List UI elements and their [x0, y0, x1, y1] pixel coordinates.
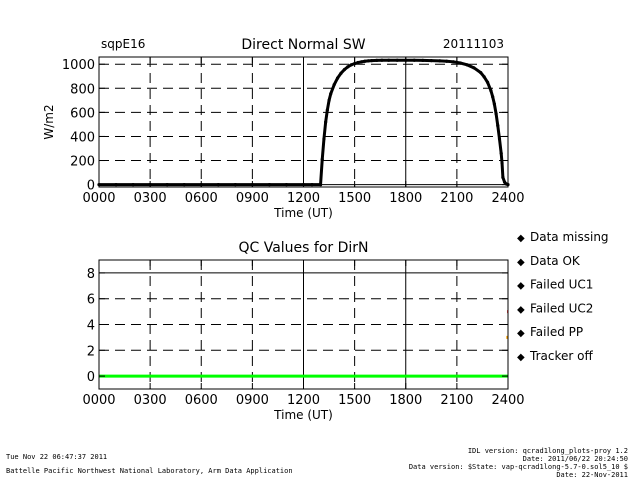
x-tick-label: 0000 [82, 393, 115, 408]
x-tick-label: 0600 [185, 191, 218, 206]
date-label: 20111103 [443, 37, 504, 51]
chart-title: QC Values for DirN [238, 240, 368, 256]
site-label: sqpE16 [101, 37, 145, 51]
y-tick-label: 600 [70, 106, 95, 121]
direct-normal-plot: 0000 0300 0600 0900 1200 1500 1800 2100 2400 0 200… [42, 37, 525, 220]
footer-idl-date: Date: 2011/06/22 20:24:50 [522, 455, 628, 463]
y-tick-label: 200 [70, 155, 95, 170]
series-line-direct-normal [99, 58, 509, 187]
y-tick-label: 4 [87, 319, 95, 334]
footer-org: Battelle Pacific Northwest National Labo… [6, 467, 293, 475]
x-tick-label: 2400 [491, 393, 524, 408]
legend-marker: ◆ [517, 328, 525, 339]
legend-label: Failed UC1 [530, 278, 593, 292]
x-tick-label: 2100 [440, 393, 473, 408]
x-tick-label: 1500 [338, 191, 371, 206]
y-tick-label: 800 [70, 82, 95, 97]
x-tick-label: 1800 [389, 393, 422, 408]
footer-data-date: Date: 22-Nov-2011 [556, 471, 628, 479]
legend-marker: ◆ [517, 257, 525, 268]
y-tick-label: 2 [87, 344, 95, 359]
y-tick-label: 0 [87, 370, 95, 385]
y-tick-label: 400 [70, 130, 95, 145]
x-tick-label: 1500 [338, 393, 371, 408]
y-axis-label: W/m2 [42, 104, 56, 139]
x-tick-label: 2400 [491, 191, 524, 206]
x-tick-label: 0900 [236, 191, 269, 206]
x-tick-label: 0300 [134, 393, 167, 408]
legend-label: Failed UC2 [530, 301, 593, 315]
x-tick-label: 0600 [185, 393, 218, 408]
x-tick-label: 0300 [134, 191, 167, 206]
x-tick-label: 0000 [82, 191, 115, 206]
qc-legend: ◆ Data missing ◆ Data OK ◆ Failed UC1 ◆ Failed … [517, 230, 609, 363]
legend-label: Tracker off [529, 349, 593, 363]
footer-timestamp: Tue Nov 22 06:47:37 2011 [6, 453, 108, 461]
legend-label: Failed PP [530, 325, 583, 339]
legend-marker: ◆ [517, 304, 525, 315]
legend-marker: ◆ [517, 233, 525, 244]
footer-idl-version: IDL version: qcrad1long_plots-proy 1.2 [467, 447, 628, 455]
footer-data-version: Data version: $State: vap-qcrad1long-5.7… [408, 463, 628, 471]
y-tick-label: 6 [87, 293, 95, 308]
chart-title: Direct Normal SW [241, 37, 365, 53]
legend-marker: ◆ [517, 281, 525, 292]
qc-values-plot: 0000 0300 0600 0900 1200 1500 1800 2100 2400 0 2 4 6… [82, 240, 524, 422]
x-tick-label: 1200 [287, 191, 320, 206]
y-tick-label: 8 [87, 267, 95, 282]
y-tick-label: 1000 [62, 58, 95, 73]
x-tick-label: 2100 [440, 191, 473, 206]
x-tick-label: 1800 [389, 191, 422, 206]
legend-label: Data OK [530, 254, 581, 268]
legend-marker: ◆ [517, 352, 525, 363]
x-tick-label: 1200 [287, 393, 320, 408]
x-axis-label: Time (UT) [273, 408, 333, 422]
legend-label: Data missing [530, 230, 609, 244]
x-tick-label: 0900 [236, 393, 269, 408]
x-axis-label: Time (UT) [273, 206, 333, 220]
y-tick-label: 0 [87, 179, 95, 194]
